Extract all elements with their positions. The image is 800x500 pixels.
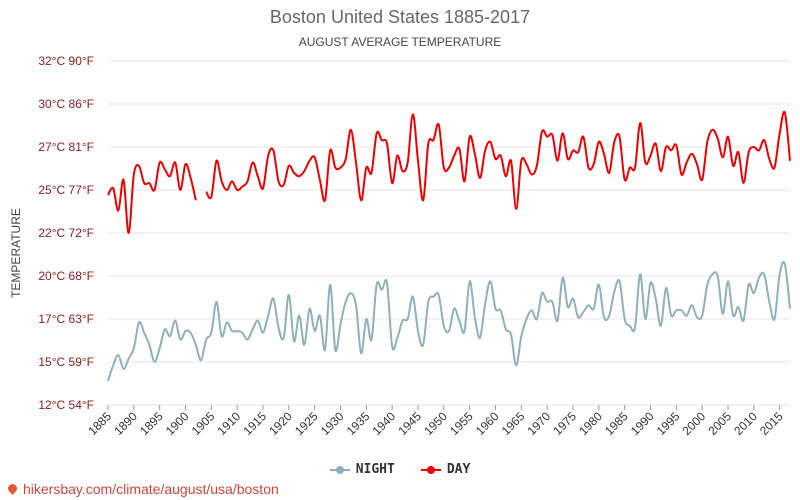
x-tick-label: 2005 [705, 409, 734, 438]
x-tick-label: 1885 [85, 409, 114, 438]
y-tick-label: 17°C 63°F [38, 312, 94, 326]
x-tick-label: 1940 [370, 409, 399, 438]
y-tick-label: 20°C 68°F [38, 269, 94, 283]
x-tick-label: 1925 [292, 409, 321, 438]
x-tick-label: 1980 [576, 409, 605, 438]
y-tick-label: 32°C 90°F [38, 54, 94, 68]
series-line-day [107, 160, 197, 235]
x-tick-label: 1900 [163, 409, 192, 438]
legend-label-night: NIGHT [355, 462, 395, 477]
footer-link[interactable]: hikersbay.com/climate/august/usa/boston [6, 481, 279, 497]
y-axis-ticks: 12°C 54°F 15°C 59°F 17°C 63°F 20°C 68°F 22°C… [38, 54, 94, 412]
x-axis-ticks: 1885189018951900190519101915192019251930… [85, 405, 786, 438]
x-tick-label: 1920 [266, 409, 295, 438]
x-tick-label: 1960 [473, 409, 502, 438]
x-tick-label: 1935 [344, 409, 373, 438]
chart-title: Boston United States 1885-2017 [269, 7, 531, 27]
x-tick-label: 1910 [215, 409, 244, 438]
legend: NIGHT DAY [0, 462, 800, 477]
day-swatch-icon [420, 465, 441, 475]
x-tick-label: 1930 [318, 409, 347, 438]
x-tick-label: 1890 [111, 409, 140, 438]
x-tick-label: 1945 [395, 409, 424, 438]
series-line-day [205, 110, 791, 210]
x-tick-label: 1990 [628, 409, 657, 438]
series-line-night [107, 260, 791, 382]
x-tick-label: 2000 [680, 409, 709, 438]
location-pin-icon [6, 481, 19, 495]
x-tick-label: 2015 [757, 409, 786, 438]
x-tick-label: 1970 [525, 409, 554, 438]
x-tick-label: 1965 [499, 409, 528, 438]
x-tick-label: 1950 [421, 409, 450, 438]
gridlines [108, 60, 790, 406]
y-tick-label: 25°C 77°F [38, 183, 94, 197]
legend-item-night[interactable]: NIGHT [329, 462, 395, 477]
y-tick-label: 27°C 81°F [38, 140, 94, 154]
x-tick-label: 1995 [654, 409, 683, 438]
x-tick-label: 2010 [731, 409, 760, 438]
night-swatch-icon [329, 465, 350, 475]
footer-url: hikersbay.com/climate/august/usa/boston [23, 481, 279, 497]
legend-label-day: DAY [446, 462, 471, 477]
series-lines [107, 110, 791, 382]
y-tick-label: 12°C 54°F [38, 398, 94, 412]
x-tick-label: 1905 [189, 409, 218, 438]
y-tick-label: 22°C 72°F [38, 226, 94, 240]
y-tick-label: 15°C 59°F [38, 355, 94, 369]
x-tick-label: 1985 [602, 409, 631, 438]
legend-item-day[interactable]: DAY [420, 462, 471, 477]
y-tick-label: 30°C 86°F [38, 97, 94, 111]
x-tick-label: 1975 [550, 409, 579, 438]
x-tick-label: 1895 [137, 409, 166, 438]
chart-subtitle: AUGUST AVERAGE TEMPERATURE [298, 35, 502, 49]
x-tick-label: 1915 [240, 409, 269, 438]
x-tick-label: 1955 [447, 409, 476, 438]
